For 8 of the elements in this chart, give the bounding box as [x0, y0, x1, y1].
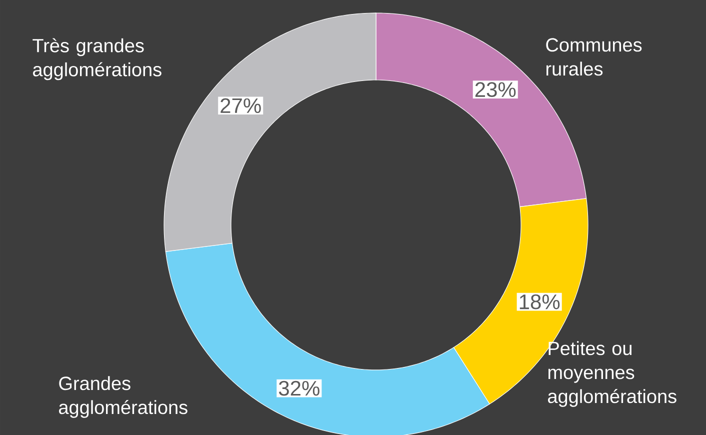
data-label: 27%: [220, 98, 261, 114]
slice-label: Petites ou moyennes agglomérations: [548, 341, 676, 407]
slice-label: Communes rurales: [546, 38, 642, 76]
data-label: 32%: [278, 380, 320, 396]
slice-label: Grandes agglomérations: [59, 376, 188, 418]
slice-label: Très grandes agglomérations: [32, 38, 162, 80]
data-label: 23%: [475, 82, 516, 98]
data-label: 18%: [520, 294, 560, 310]
